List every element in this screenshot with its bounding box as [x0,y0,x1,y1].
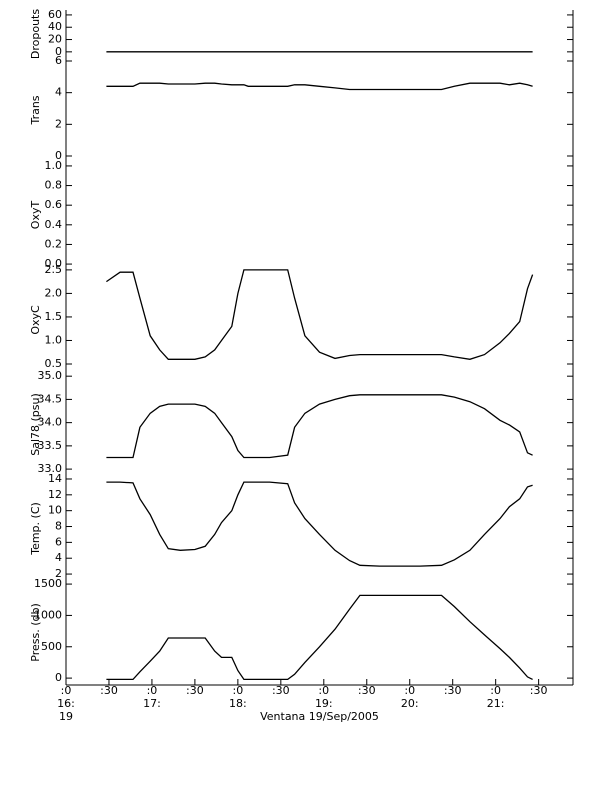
data-line [106,594,533,681]
x-tick-label: :30 [272,684,290,697]
y-tick-label: 1.0 [45,159,63,172]
y-tick-label: 0.4 [45,218,63,231]
y-tick-label: 0.8 [45,179,63,192]
y-tick-label: 4 [55,551,62,564]
y-tick-label: 0.6 [45,198,63,211]
y-tick-label: 6 [55,54,62,67]
y-tick-label: 0.5 [45,357,63,370]
y-tick-label: 2.5 [45,263,63,276]
y-axis-label: Press. (db) [29,603,42,662]
y-tick-label: 0 [55,671,62,684]
y-tick-label: 40 [48,20,62,33]
x-day-label: 19 [59,710,73,723]
y-tick-label: 20 [48,33,62,46]
y-tick-label: 14 [48,472,62,485]
y-tick-label: 0 [55,45,62,58]
y-tick-label: 2 [55,567,62,580]
y-axis-label: Sal78 (psu) [29,393,42,456]
y-tick-label: 33.5 [38,439,63,452]
y-tick-label: 0 [55,149,62,162]
x-tick-label: :0 [61,684,72,697]
y-tick-label: 0.0 [45,257,63,270]
x-hour-label: 19: [315,697,333,710]
data-line [106,481,533,567]
x-hour-label: 18: [229,697,247,710]
y-tick-label: 1.5 [45,310,63,323]
y-tick-label: 0.2 [45,237,63,250]
y-tick-label: 1500 [34,577,62,590]
y-tick-label: 34.5 [38,392,63,405]
y-tick-label: 4 [55,86,62,99]
x-tick-label: :30 [530,684,548,697]
y-tick-label: 6 [55,535,62,548]
y-tick-label: 500 [41,640,62,653]
y-axis-label: Trans [29,95,42,125]
y-tick-label: 8 [55,520,62,533]
y-axis-label: OxyT [29,201,42,230]
x-tick-label: :0 [147,684,158,697]
x-hour-label: 21: [487,697,505,710]
x-tick-label: :0 [404,684,415,697]
data-line [106,82,533,91]
x-tick-label: :30 [100,684,118,697]
x-hour-label: 20: [401,697,419,710]
y-tick-label: 33.0 [38,462,63,475]
x-axis-label: Ventana 19/Sep/2005 [260,710,379,723]
y-tick-label: 60 [48,8,62,21]
y-tick-label: 12 [48,488,62,501]
x-tick-label: :30 [358,684,376,697]
x-hour-label: 16: [57,697,75,710]
y-axis-label: OxyC [29,305,42,335]
y-tick-label: 2.0 [45,286,63,299]
y-tick-label: 1000 [34,608,62,621]
y-axis-label: Temp. (C) [29,502,42,556]
x-hour-label: 17: [143,697,161,710]
y-tick-label: 2 [55,117,62,130]
y-tick-label: 35.0 [38,369,63,382]
y-tick-label: 34.0 [38,416,63,429]
x-tick-label: :0 [490,684,501,697]
x-tick-label: :0 [233,684,244,697]
y-axis-label: Dropouts [29,9,42,59]
y-tick-label: 10 [48,504,62,517]
y-tick-label: 1.0 [45,333,63,346]
data-line [106,394,533,459]
data-line [106,269,534,360]
x-tick-label: :30 [186,684,204,697]
x-tick-label: :0 [318,684,329,697]
x-tick-label: :30 [444,684,462,697]
